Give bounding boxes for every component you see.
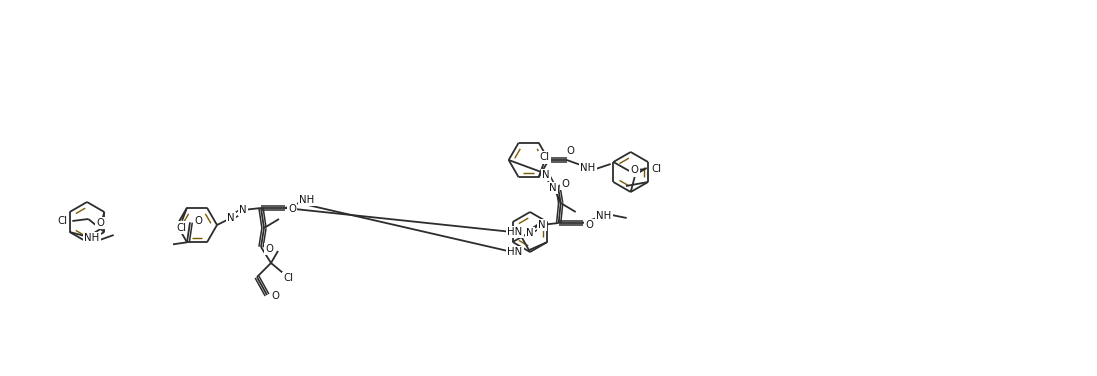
Text: Cl: Cl <box>540 152 550 162</box>
Text: N: N <box>548 183 556 193</box>
Text: N: N <box>538 220 545 230</box>
Text: N: N <box>239 205 247 215</box>
Text: Cl: Cl <box>652 164 661 174</box>
Text: O: O <box>289 204 296 214</box>
Text: O: O <box>271 291 279 301</box>
Text: O: O <box>631 165 638 175</box>
Text: Cl: Cl <box>283 273 293 283</box>
Text: O: O <box>562 179 569 189</box>
Text: NH: NH <box>596 211 611 221</box>
Text: Cl: Cl <box>57 216 67 226</box>
Text: O: O <box>586 220 593 230</box>
Text: N: N <box>227 213 235 223</box>
Text: NH: NH <box>84 233 100 243</box>
Text: NH: NH <box>580 163 596 173</box>
Text: O: O <box>265 244 273 254</box>
Text: HN: HN <box>507 247 522 257</box>
Text: O: O <box>194 216 202 226</box>
Text: N: N <box>542 170 550 180</box>
Text: O: O <box>567 146 575 156</box>
Text: O: O <box>97 218 104 228</box>
Text: Cl: Cl <box>176 223 186 233</box>
Text: N: N <box>525 228 533 238</box>
Text: NH: NH <box>299 195 315 205</box>
Text: HN: HN <box>507 227 522 237</box>
